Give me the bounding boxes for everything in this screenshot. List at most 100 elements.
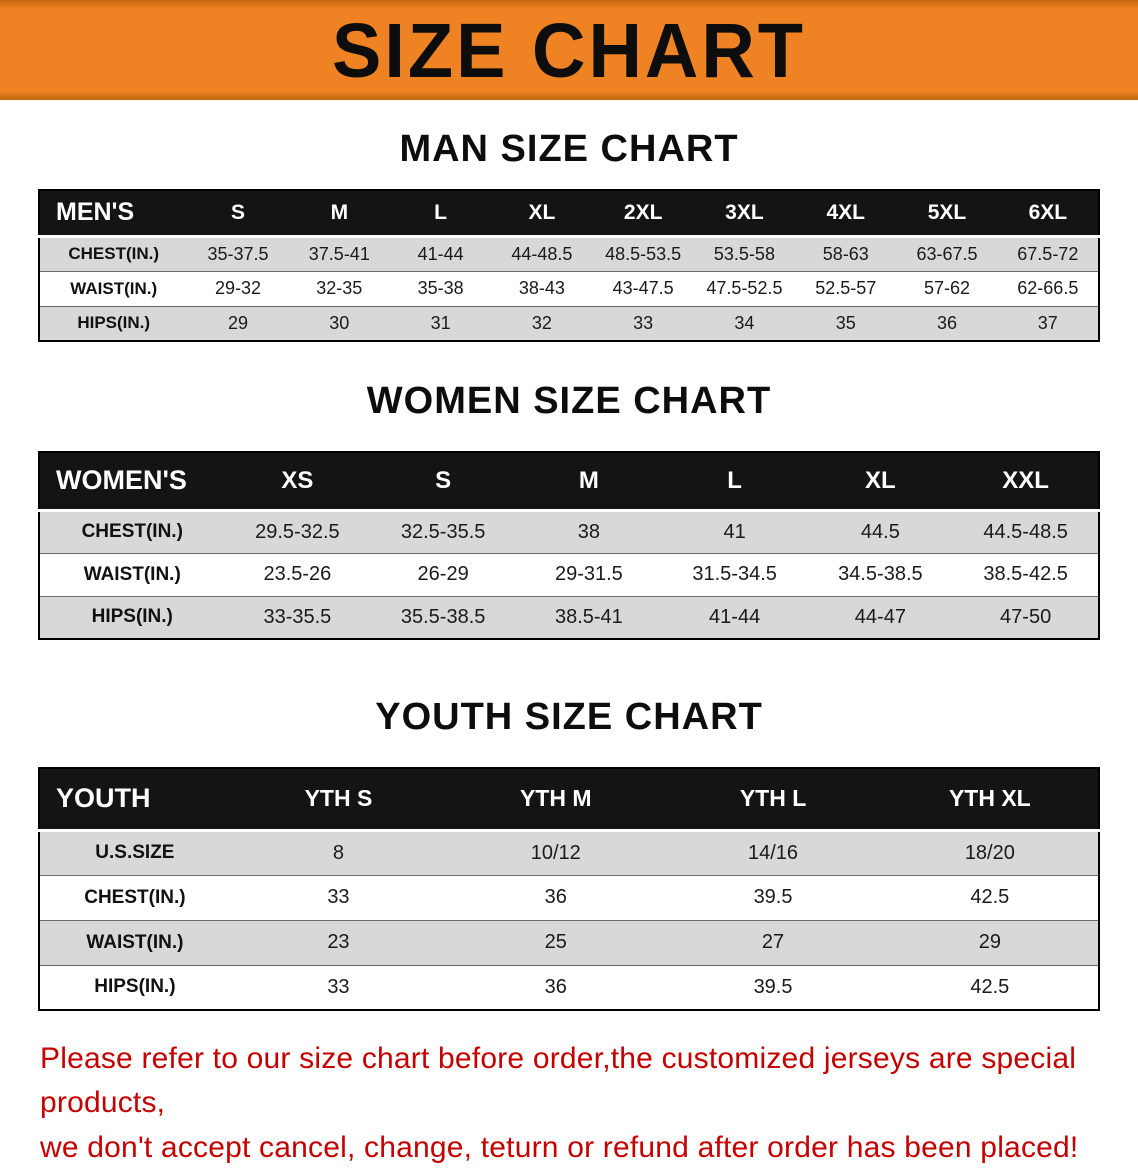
column-header: YTH L	[664, 768, 882, 832]
value-cell: 29	[228, 312, 249, 333]
value-cell: 38.5-42.5	[983, 563, 1068, 585]
column-header: M	[288, 190, 390, 238]
value-cell: 62-66.5	[1017, 278, 1079, 298]
value-cell: 57-62	[923, 278, 971, 298]
column-header: XL	[491, 190, 593, 238]
value-cell: 44-48.5	[511, 243, 573, 264]
table-row: HIPS(IN.) 33-35.5 35.5-38.5 38.5-41 41-44 44-…	[39, 596, 1099, 639]
value-cell: 41-44	[417, 243, 464, 264]
column-header: 2XL	[592, 190, 694, 238]
column-header: 5XL	[896, 190, 998, 238]
value-cell: 36	[936, 312, 958, 333]
value-cell: 44-47	[854, 605, 906, 628]
value-cell: 32-35	[316, 278, 363, 298]
value-cell: 30	[329, 312, 350, 333]
value-cell: 58-63	[822, 243, 869, 264]
value-cell: 34	[734, 312, 755, 333]
value-cell: 26-29	[417, 563, 469, 585]
column-header: 4XL	[795, 190, 897, 238]
column-header: L	[389, 190, 492, 238]
men-size-table: MEN'S S M L XL 2XL 3XL 4XL 5XL 6XL CHEST(IN.) 35-37…	[38, 189, 1100, 342]
value-cell: 35	[835, 312, 856, 333]
value-cell: 10/12	[530, 841, 581, 864]
value-cell: 36	[544, 886, 567, 908]
row-label: HIPS(IN.)	[77, 313, 151, 333]
row-label: CHEST(IN.)	[84, 886, 186, 908]
table-corner-label: MEN'S	[39, 190, 188, 238]
table-row: CHEST(IN.) 35-37.5 37.5-41 41-44 44-48.5 48.5…	[39, 236, 1099, 271]
row-label: WAIST(IN.)	[83, 563, 181, 585]
disclaimer: Please refer to our size chart before or…	[0, 1037, 1138, 1170]
value-cell: 42.5	[970, 975, 1010, 998]
value-cell: 18/20	[964, 841, 1015, 864]
value-cell: 32.5-35.5	[400, 520, 486, 543]
value-cell: 35-38	[417, 278, 464, 298]
value-cell: 38.5-41	[554, 605, 623, 628]
value-cell: 33-35.5	[263, 605, 332, 628]
value-cell: 44.5-48.5	[983, 520, 1068, 543]
column-header: XL	[807, 452, 954, 512]
table-header-row: YOUTH YTH S YTH M YTH L YTH XL	[39, 768, 1099, 832]
value-cell: 23	[327, 931, 350, 953]
value-cell: 25	[544, 931, 567, 953]
content: MAN SIZE CHART MEN'S S M L XL 2XL 3XL 4XL 5XL 6XL…	[0, 128, 1138, 1011]
value-cell: 29-32	[215, 278, 262, 298]
column-header: 3XL	[693, 190, 796, 238]
value-cell: 8	[332, 841, 344, 864]
column-header: YTH XL	[881, 768, 1099, 832]
column-header: YTH M	[447, 768, 665, 832]
value-cell: 31	[430, 312, 451, 333]
value-cell: 35.5-38.5	[400, 605, 486, 628]
row-label: WAIST(IN.)	[70, 278, 158, 298]
value-cell: 36	[544, 975, 567, 998]
value-cell: 29	[978, 931, 1001, 953]
value-cell: 39.5	[753, 975, 793, 998]
banner: SIZE CHART	[0, 0, 1138, 100]
table-row: HIPS(IN.) 33 36 39.5 42.5	[39, 965, 1099, 1010]
row-label: WAIST(IN.)	[86, 931, 184, 953]
value-cell: 52.5-57	[815, 278, 877, 298]
table-row: WAIST(IN.) 29-32 32-35 35-38 38-43 43-47.5 47.…	[39, 271, 1099, 306]
column-header: YTH S	[229, 768, 448, 832]
row-label: CHEST(IN.)	[81, 521, 183, 542]
men-size-section: MAN SIZE CHART MEN'S S M L XL 2XL 3XL 4XL 5XL 6XL…	[38, 128, 1100, 342]
value-cell: 38-43	[518, 278, 565, 298]
disclaimer-line-1: Please refer to our size chart before or…	[40, 1042, 1077, 1120]
table-row: HIPS(IN.) 29 30 31 32 33 34 35 36 37	[39, 306, 1099, 341]
column-header: S	[370, 452, 516, 512]
value-cell: 41-44	[709, 605, 761, 628]
value-cell: 42.5	[970, 886, 1010, 908]
value-cell: 33	[633, 312, 654, 333]
value-cell: 41	[723, 520, 746, 543]
women-size-table: WOMEN'S XS S M L XL XXL CHEST(IN.) 29.5-32.5 32.5…	[38, 451, 1100, 640]
value-cell: 44.5	[860, 520, 900, 543]
youth-size-section: YOUTH SIZE CHART YOUTH YTH S YTH M YTH L YTH…	[38, 696, 1100, 1011]
women-size-section: WOMEN SIZE CHART WOMEN'S XS S M L XL XXL CHEST(…	[38, 380, 1100, 640]
table-row: CHEST(IN.) 29.5-32.5 32.5-35.5 38 41 44.5 44.5…	[39, 510, 1099, 553]
youth-section-heading: YOUTH SIZE CHART	[375, 696, 763, 738]
row-label: HIPS(IN.)	[94, 976, 176, 998]
value-cell: 43-47.5	[612, 278, 674, 298]
table-row: WAIST(IN.) 23.5-26 26-29 29-31.5 31.5-34.5 34…	[39, 553, 1099, 596]
value-cell: 48.5-53.5	[605, 243, 682, 264]
value-cell: 63-67.5	[916, 243, 978, 264]
row-label: U.S.SIZE	[95, 842, 175, 863]
table-corner-label: YOUTH	[39, 768, 230, 832]
value-cell: 33	[327, 975, 350, 998]
value-cell: 34.5-38.5	[838, 563, 923, 585]
column-header: 6XL	[997, 190, 1099, 238]
value-cell: 37.5-41	[308, 243, 370, 264]
value-cell: 39.5	[753, 886, 793, 908]
value-cell: 33	[327, 886, 350, 908]
men-section-heading: MAN SIZE CHART	[399, 128, 739, 170]
table-header-row: MEN'S S M L XL 2XL 3XL 4XL 5XL 6XL	[39, 190, 1099, 238]
table-row: U.S.SIZE 8 10/12 14/16 18/20	[39, 830, 1099, 875]
value-cell: 67.5-72	[1017, 243, 1079, 264]
value-cell: 29-31.5	[554, 563, 623, 585]
table-header-row: WOMEN'S XS S M L XL XXL	[39, 452, 1099, 512]
value-cell: 37	[1037, 312, 1058, 333]
value-cell: 31.5-34.5	[692, 563, 777, 585]
value-cell: 14/16	[748, 841, 799, 864]
table-row: WAIST(IN.) 23 25 27 29	[39, 920, 1099, 965]
